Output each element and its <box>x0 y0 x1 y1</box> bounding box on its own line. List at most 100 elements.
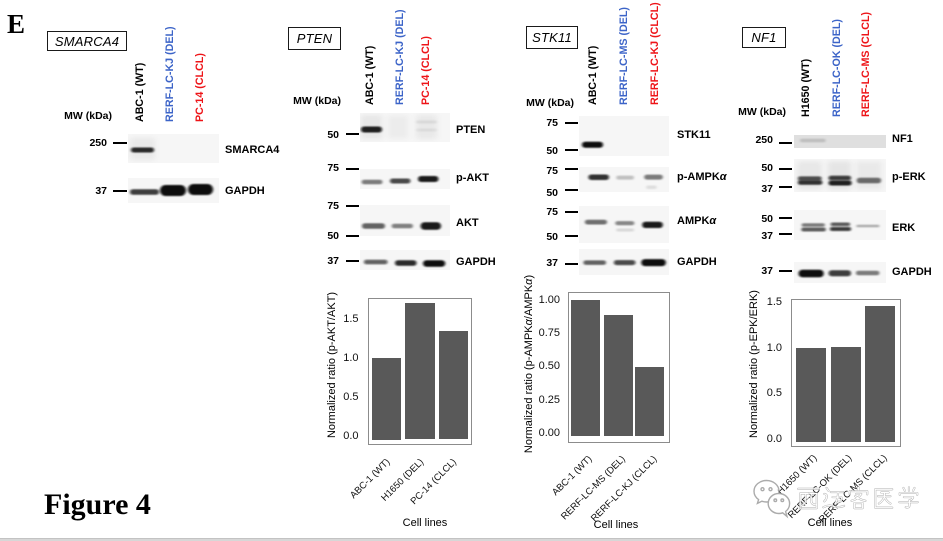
protein-band <box>588 174 609 180</box>
mw-marker-tick <box>779 270 792 273</box>
protein-band <box>856 224 880 228</box>
x-tick-label: RERF-LC-MS (DEL) <box>558 453 628 522</box>
chart-plot-frame <box>790 299 901 447</box>
protein-label: SMARCA4 <box>225 144 280 156</box>
protein-band <box>855 270 880 275</box>
lane-label: ABC-1 (WT) <box>363 45 376 105</box>
y-tick-label: 0.25 <box>538 393 560 406</box>
protein-band <box>131 147 154 153</box>
blot-background <box>579 249 669 275</box>
blot-image-pten-1 <box>360 169 450 189</box>
protein-label: STK11 <box>677 129 711 141</box>
y-axis-label: Normalized ratio (p-AMPKα/AMPKα) <box>522 274 535 454</box>
y-tick-label: 0.5 <box>343 390 359 403</box>
protein-label: AMPKα <box>677 215 717 227</box>
protein-label: AKT <box>456 217 479 229</box>
protein-band <box>390 178 411 184</box>
blot-image-nf1-0 <box>794 134 886 148</box>
x-axis-label: Cell lines <box>402 517 448 529</box>
mw-marker-tick <box>565 189 578 192</box>
blot-image-nf1-2 <box>794 210 886 240</box>
protein-band <box>188 184 213 195</box>
figure-caption: Figure 4 <box>44 488 151 521</box>
mw-marker-tick <box>112 141 127 144</box>
mw-marker-tick <box>346 234 359 237</box>
y-tick-label: 1.5 <box>343 312 359 325</box>
y-tick-label: 0.0 <box>343 429 359 442</box>
gene-name-label: PTEN <box>296 31 333 46</box>
blot-background <box>579 167 669 192</box>
mw-marker-value: 50 <box>546 145 558 157</box>
lane-label: H1650 (WT) <box>799 58 812 117</box>
blot-image-stk11-2 <box>579 206 669 243</box>
blot-image-pten-3 <box>360 250 450 270</box>
mw-marker-value: 50 <box>761 212 773 225</box>
protein-band <box>830 222 850 227</box>
chart-bar <box>570 300 600 436</box>
x-tick-label: ABC-1 (WT) <box>550 453 595 498</box>
mw-axis-label: MW (kDa) <box>64 110 112 122</box>
protein-label: GAPDH <box>677 256 717 268</box>
wechat-watermark-graphic <box>753 479 935 519</box>
protein-band <box>797 176 822 181</box>
watermark-text-glyphs <box>798 487 918 508</box>
mw-marker-value: 250 <box>89 137 107 149</box>
mw-marker-value: 50 <box>546 186 558 199</box>
mw-marker-value: 50 <box>327 229 339 242</box>
gene-name-box: SMARCA4 <box>47 31 127 51</box>
chart-bar <box>603 314 633 436</box>
mw-marker-tick <box>779 216 792 219</box>
mw-marker-value: 75 <box>327 161 339 174</box>
blot-background <box>128 178 219 203</box>
y-tick-label: 0.50 <box>538 360 560 373</box>
blot-image-stk11-0 <box>579 116 669 156</box>
lane-smear <box>388 115 408 139</box>
protein-band <box>420 222 441 230</box>
protein-band <box>856 177 882 184</box>
protein-label: PTEN <box>456 123 486 136</box>
gene-name-box: STK11 <box>526 26 578 49</box>
mw-marker-tick <box>346 167 359 170</box>
blot-image-pten-2 <box>360 205 450 236</box>
panel-letter: E <box>7 9 26 39</box>
protein-band <box>416 128 437 132</box>
protein-band <box>616 175 634 180</box>
mw-marker-tick <box>779 233 792 235</box>
blot-background <box>794 159 886 192</box>
mw-marker-value: 37 <box>761 230 773 242</box>
mw-marker-value: 75 <box>546 116 558 129</box>
blot-image-smarca4-0 <box>128 134 219 163</box>
lane-label: RERF-LC-OK (DEL) <box>830 19 843 117</box>
mw-marker-tick <box>346 259 359 262</box>
chart-bar <box>371 358 402 440</box>
protein-band <box>361 179 383 185</box>
gene-name-label: STK11 <box>532 30 572 45</box>
protein-label: p-AKT <box>456 172 489 184</box>
blot-background <box>360 250 450 270</box>
gene-name-label: NF1 <box>751 30 777 45</box>
chart-bar <box>438 330 469 440</box>
protein-band <box>616 228 634 232</box>
mw-marker-tick <box>565 167 578 170</box>
protein-band <box>830 227 851 231</box>
y-tick-label: 0.75 <box>538 326 560 339</box>
x-axis-label: Cell lines <box>593 519 639 531</box>
chart-bar <box>830 347 861 442</box>
chart-bar <box>635 366 665 436</box>
blot-background <box>360 169 450 189</box>
y-axis-label: Normalized ratio (p-AKT/AKT) <box>326 291 338 439</box>
blot-image-nf1-3 <box>794 261 886 283</box>
protein-band <box>613 260 636 266</box>
chart-plot-frame <box>567 292 670 443</box>
protein-band <box>391 223 413 229</box>
blot-image-nf1-1 <box>794 159 886 192</box>
lane-label: RERF-LC-MS (DEL) <box>617 7 630 105</box>
protein-band <box>583 260 606 265</box>
protein-label: p-ERK <box>892 171 926 183</box>
